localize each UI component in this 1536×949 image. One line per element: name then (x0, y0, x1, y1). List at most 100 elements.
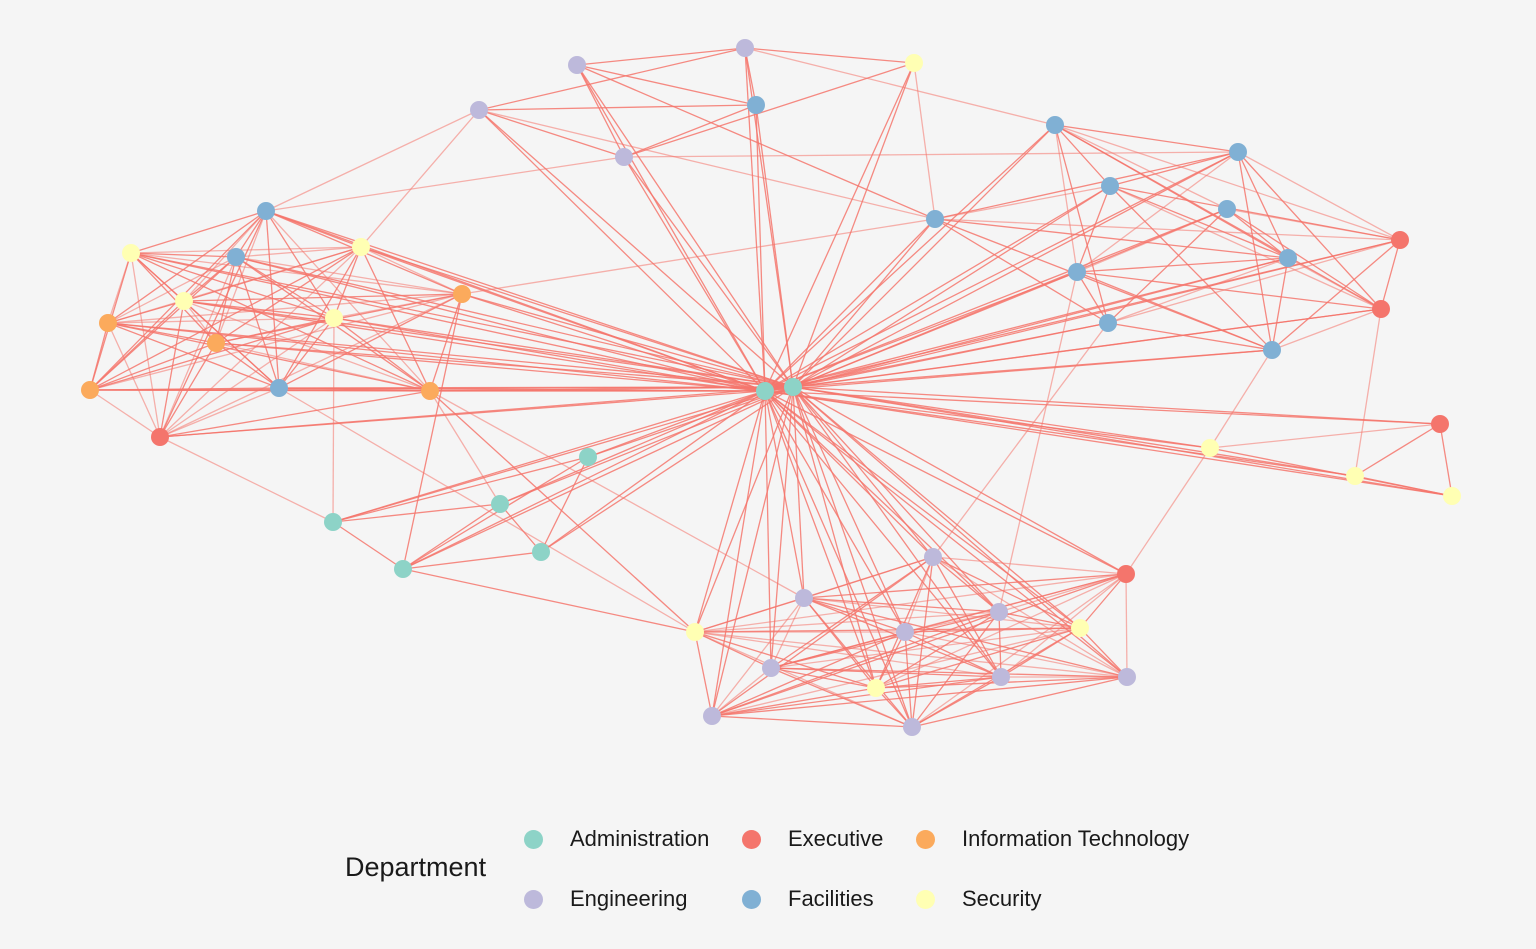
edge-A1-S10 (764, 390, 1081, 629)
node-facilities (747, 96, 765, 114)
edge-A2-F2 (792, 124, 1056, 388)
edge-I5-X1 (159, 390, 431, 438)
edge-S7-X3 (1354, 308, 1382, 477)
edge-F11-S4 (183, 210, 267, 302)
edge-I4-F13 (278, 293, 463, 389)
legend-label-facilities: Facilities (788, 886, 874, 911)
node-engineering (470, 101, 488, 119)
edge-A2-X3 (792, 308, 1382, 388)
edge-A3-A7 (402, 456, 589, 570)
edge-E5-X5 (932, 556, 1127, 575)
edge-S4-S5 (183, 300, 335, 319)
edge-S2-F12 (130, 252, 237, 258)
edge-E6-X5 (803, 573, 1127, 599)
edge-E8-E12 (711, 631, 906, 717)
legend-item-facilities: Facilities (742, 886, 874, 912)
edge-A4-A5 (499, 503, 542, 553)
node-security (1071, 619, 1089, 637)
edge-A1-A7 (402, 390, 766, 570)
edge-X4-S7 (1354, 423, 1441, 477)
legend-swatch-executive (742, 829, 761, 849)
edge-F3-X2 (1237, 151, 1401, 241)
edge-E11-S9 (694, 631, 1128, 678)
edge-I2-F13 (215, 342, 280, 389)
node-engineering (992, 668, 1010, 686)
edge-A7-S9 (402, 568, 696, 633)
node-facilities (227, 248, 245, 266)
edge-F5-X3 (1226, 208, 1382, 310)
edge-S9-X5 (694, 573, 1127, 633)
edge-S2-I2 (130, 252, 217, 344)
edge-E6-S9 (694, 597, 805, 633)
edge-E13-X5 (911, 573, 1127, 728)
edge-E12-S11 (711, 687, 877, 717)
edge-A2-X2 (792, 239, 1401, 388)
edge-E5-E10 (932, 556, 1002, 678)
edge-A2-X5 (792, 386, 1127, 575)
edge-F12-I4 (235, 256, 463, 295)
edge-A1-S8 (764, 390, 1453, 497)
edge-S11-X5 (875, 573, 1127, 689)
edge-A1-A4 (499, 390, 766, 505)
edge-A2-I4 (461, 293, 794, 388)
node-administration (756, 382, 774, 400)
legend-swatch-information-technology (916, 829, 935, 849)
node-executive (1391, 231, 1409, 249)
edge-F6-F9 (934, 218, 1109, 324)
legend-label-executive: Executive (788, 826, 884, 851)
edge-A2-F1 (755, 104, 794, 388)
edge-F3-F10 (1237, 151, 1273, 351)
node-facilities (257, 202, 275, 220)
legend-swatch-engineering (524, 889, 543, 909)
node-facilities (1279, 249, 1297, 267)
edge-S3-I4 (360, 246, 463, 295)
edge-E7-F8 (998, 271, 1078, 613)
node-security (686, 623, 704, 641)
legend-swatch-security (916, 889, 935, 909)
edge-S2-X1 (130, 252, 161, 438)
edge-S3-I5 (360, 246, 431, 392)
edge-A1-S2 (130, 252, 766, 392)
edge-S4-I1 (107, 300, 185, 324)
edge-E5-E11 (932, 556, 1128, 678)
node-administration (532, 543, 550, 561)
edge-A2-S8 (792, 386, 1453, 497)
edge-A1-E9 (764, 390, 772, 669)
edge-F12-X1 (159, 256, 237, 438)
edge-F2-F5 (1054, 124, 1228, 210)
edge-A1-E8 (764, 390, 906, 633)
edge-A1-A3 (587, 390, 766, 458)
edge-S4-I4 (183, 293, 463, 302)
edge-E1-E3 (478, 47, 746, 111)
node-security (1201, 439, 1219, 457)
node-facilities (1101, 177, 1119, 195)
node-facilities (1068, 263, 1086, 281)
edge-A1-E2 (576, 64, 766, 392)
edge-E5-E9 (770, 556, 934, 669)
edge-A2-S4 (183, 300, 794, 388)
edge-A2-S5 (333, 317, 794, 388)
edge-A2-S9 (694, 386, 794, 633)
node-administration (394, 560, 412, 578)
node-security (325, 309, 343, 327)
node-engineering (924, 548, 942, 566)
edge-F11-E3 (265, 109, 480, 212)
edge-A2-E2 (576, 64, 794, 388)
edge-S5-I3 (89, 317, 335, 391)
edge-A1-S4 (183, 300, 766, 392)
legend-label-engineering: Engineering (570, 886, 688, 911)
edge-A2-F10 (792, 349, 1273, 388)
edge-A2-S3 (360, 246, 794, 388)
edge-E10-X5 (1000, 573, 1127, 678)
edge-F10-X2 (1271, 239, 1401, 351)
edge-A2-I1 (107, 322, 794, 388)
edge-E2-F6 (576, 64, 936, 220)
edge-E5-E12 (711, 556, 934, 717)
edge-F12-S3 (235, 246, 362, 258)
edge-A2-A7 (402, 386, 794, 570)
edge-I1-X1 (107, 322, 161, 438)
edge-A2-X1 (159, 386, 794, 438)
edge-S6-F10 (1209, 349, 1273, 449)
legend-item-information-technology: Information Technology (916, 826, 1189, 852)
edge-E1-S1 (744, 47, 915, 64)
